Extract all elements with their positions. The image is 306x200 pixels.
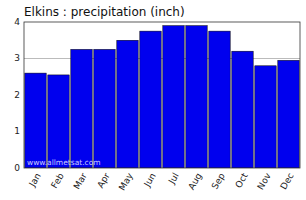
- y-tick-label: 1: [14, 126, 20, 136]
- x-tick-label: Feb: [49, 171, 66, 190]
- bar: [94, 49, 115, 168]
- bar: [71, 49, 92, 168]
- plot-frame: [24, 22, 300, 168]
- bar: [255, 66, 276, 168]
- y-tick-label: 3: [14, 53, 20, 63]
- bar: [232, 51, 253, 168]
- x-tick-label: Jan: [27, 171, 43, 189]
- x-tick-label: May: [117, 171, 135, 193]
- x-tick-label: Mar: [72, 171, 89, 191]
- x-tick-label: Jun: [142, 171, 158, 189]
- plot-background: [24, 22, 300, 168]
- bar: [140, 31, 161, 168]
- y-tick-label: 4: [14, 17, 20, 27]
- bar: [163, 26, 184, 168]
- title: Elkins : precipitation (inch): [24, 5, 185, 19]
- annotation: www.allmetsat.com: [27, 158, 101, 167]
- x-tick-label: Nov: [255, 171, 273, 192]
- x-tick-label: Jul: [166, 171, 181, 186]
- bar: [209, 31, 230, 168]
- chart: 0 1 2 3 4 Jan Feb Mar Apr May Jun Jul Aug Sep Oct Nov De…: [0, 0, 306, 200]
- y-tick-label: 0: [14, 163, 20, 173]
- x-tick-label: Aug: [186, 171, 203, 191]
- x-tick-label: Apr: [95, 171, 112, 190]
- plot-area: [24, 26, 300, 168]
- bar: [25, 73, 46, 168]
- bar: [117, 40, 138, 168]
- x-tick-label: Sep: [210, 171, 227, 191]
- x-tick-label: Oct: [233, 171, 250, 190]
- y-tick-label: 2: [14, 90, 20, 100]
- reference-line: [24, 58, 300, 59]
- x-tick-label: Dec: [278, 171, 295, 191]
- bar: [186, 26, 207, 168]
- bar: [48, 75, 69, 168]
- chart-container: 0 1 2 3 4 Jan Feb Mar Apr May Jun Jul Aug Sep Oct Nov De…: [0, 0, 306, 200]
- bar: [278, 60, 299, 168]
